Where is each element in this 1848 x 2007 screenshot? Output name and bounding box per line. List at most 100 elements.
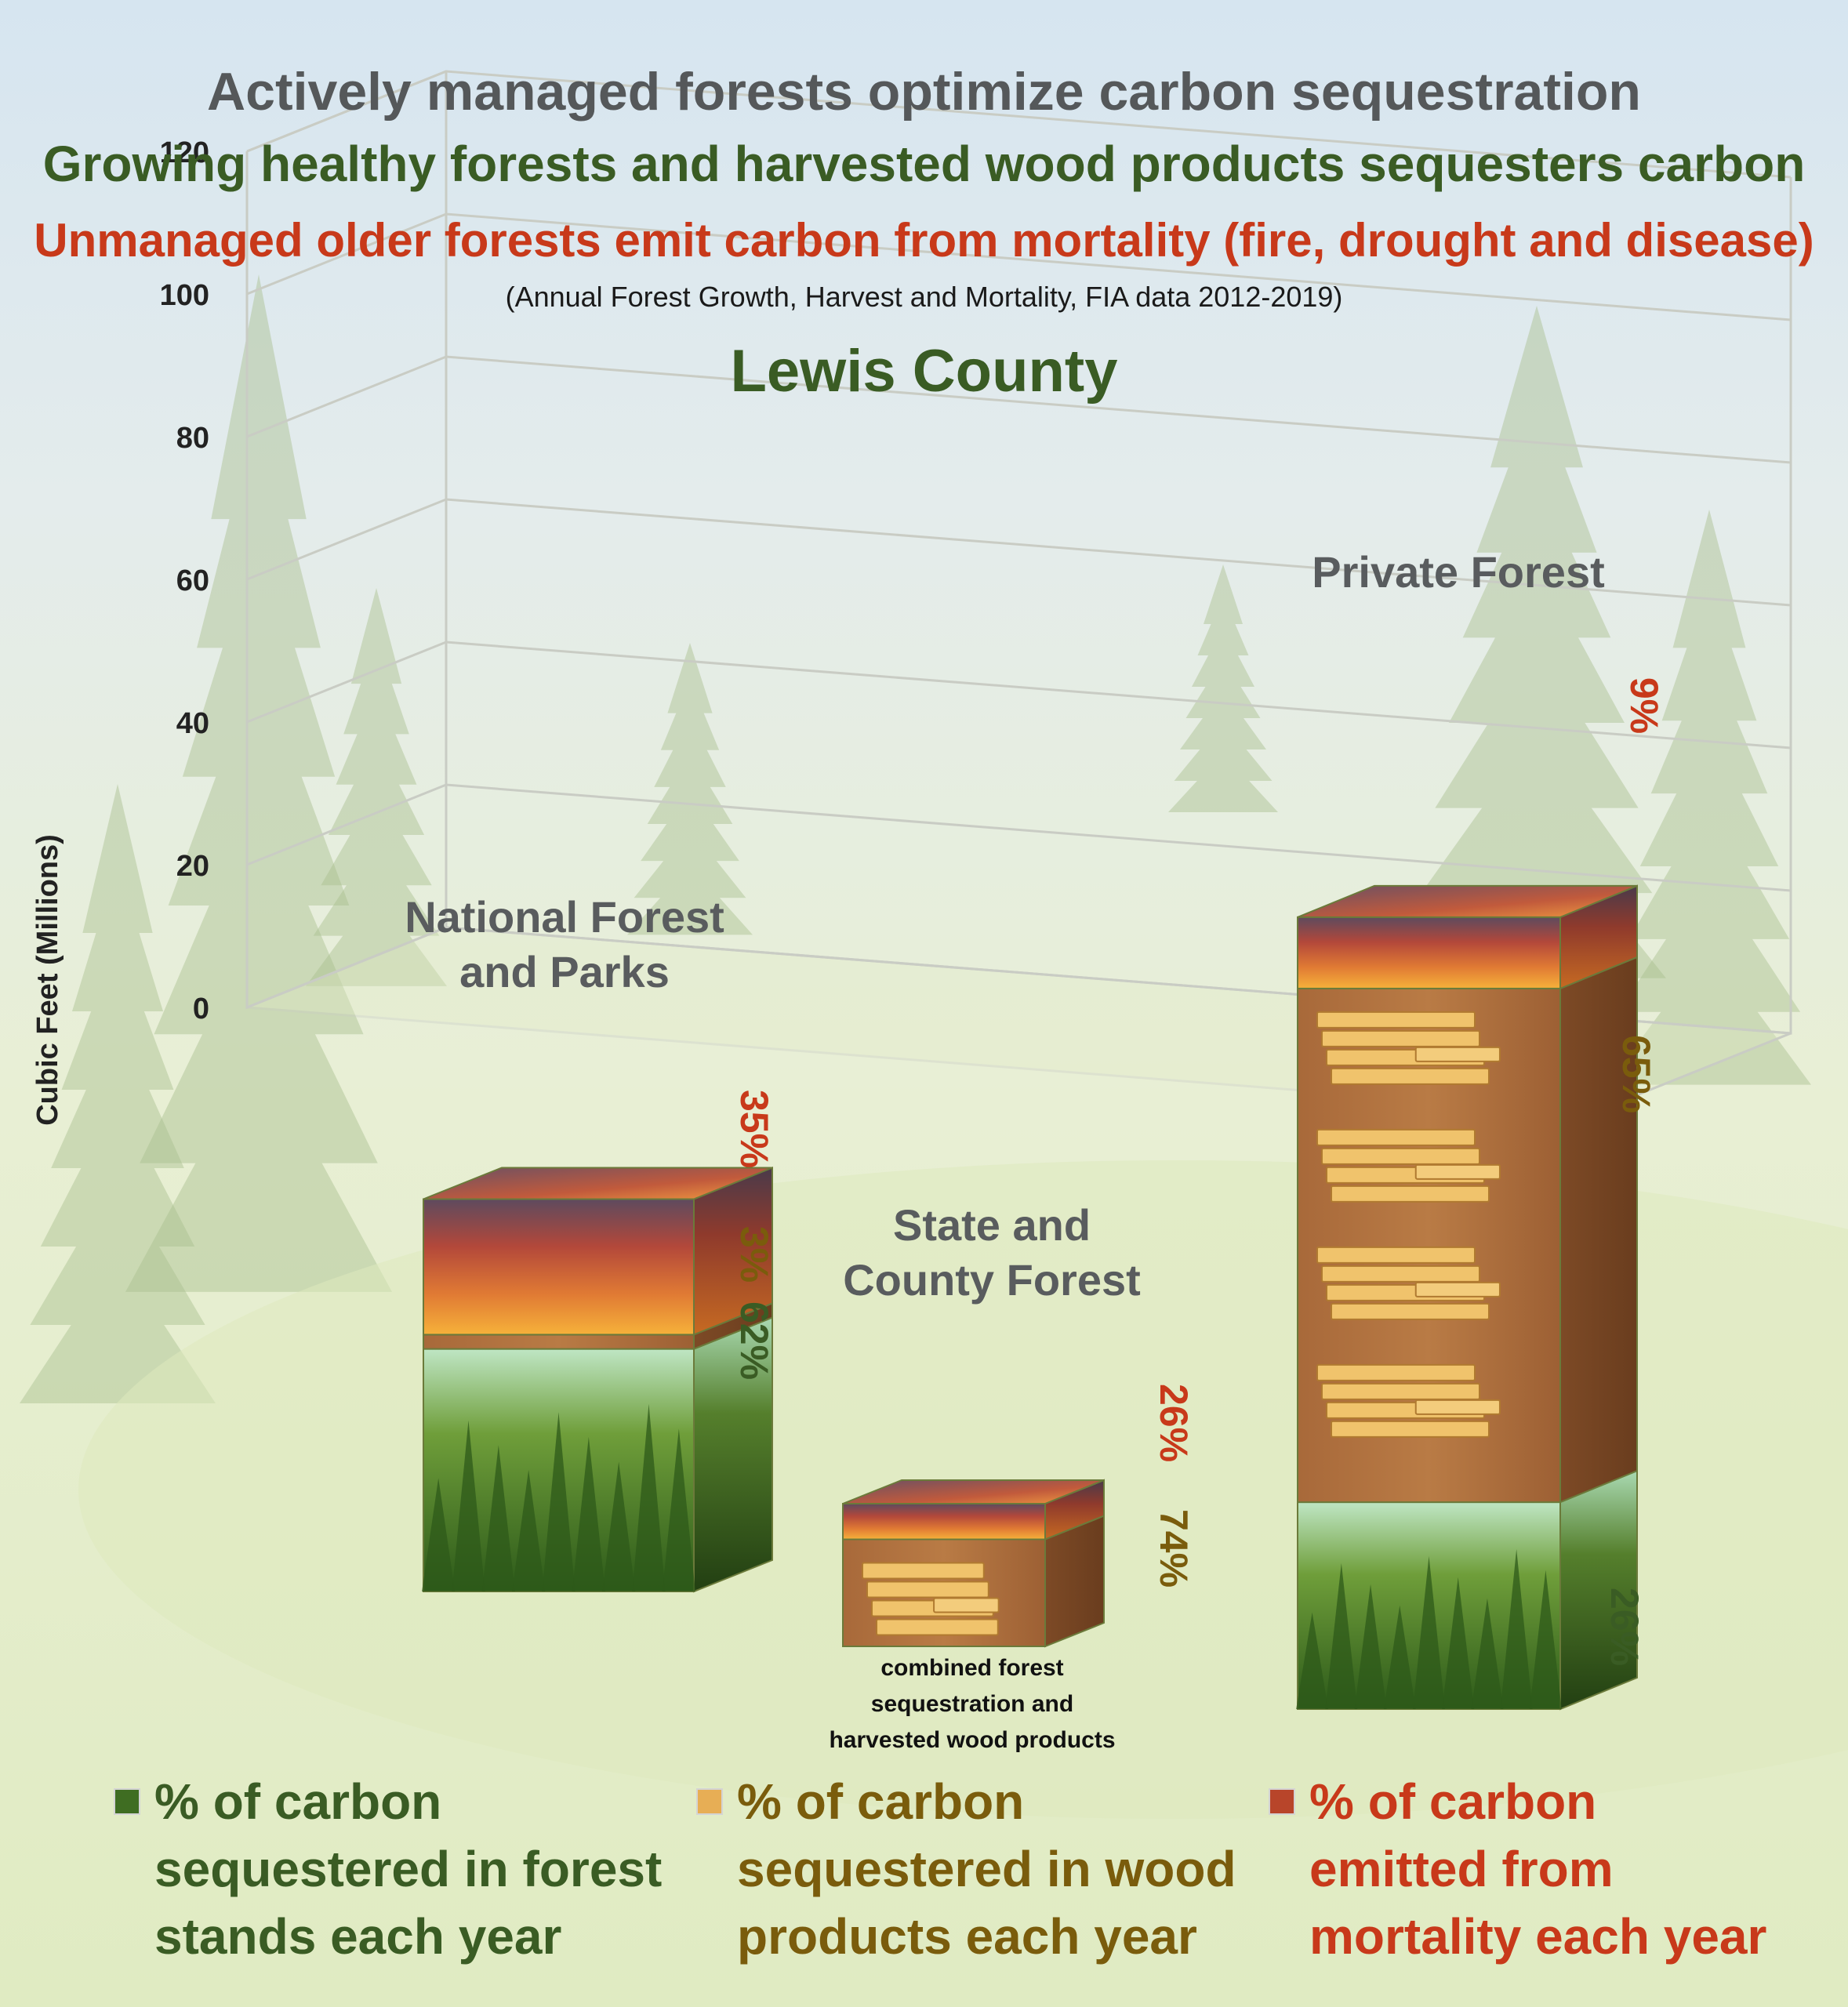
- category-label-line: National Forest: [405, 892, 724, 942]
- grid-line: [246, 783, 1792, 892]
- lumber-plank-icon: [866, 1581, 989, 1599]
- bar-stack: [1296, 884, 1638, 1711]
- background-tree: [125, 274, 392, 1292]
- lumber-plank-icon: [1331, 1302, 1490, 1320]
- legend-line: % of carbon: [737, 1773, 1025, 1830]
- lumber-plank-icon: [1321, 1265, 1480, 1283]
- category-label-national: National Forest and Parks: [345, 890, 784, 1000]
- y-axis-label: Cubic Feet (Millions): [31, 834, 64, 1126]
- percent-label: 26%: [1603, 1588, 1646, 1666]
- bar-top-mortality: [1297, 884, 1638, 918]
- fire-swatch-icon: [1269, 1788, 1295, 1815]
- lumber-plank-icon: [933, 1597, 1000, 1613]
- y-tick-label: 60: [176, 564, 209, 597]
- bar-top-mortality: [842, 1479, 1105, 1504]
- conifer-icon: [1442, 1577, 1475, 1709]
- conifer-icon: [1471, 1598, 1504, 1709]
- conifer-icon: [1529, 1570, 1562, 1709]
- percent-label: 35%: [732, 1090, 776, 1168]
- y-tick-label: 80: [176, 422, 209, 455]
- y-tick-label: 0: [193, 993, 209, 1025]
- legend-line: % of carbon: [154, 1773, 442, 1830]
- percent-label: 3%: [732, 1226, 776, 1283]
- chart-subtitle-red: Unmanaged older forests emit carbon from…: [34, 214, 1814, 267]
- conifer-icon: [632, 1403, 666, 1591]
- background-tree: [1407, 306, 1666, 978]
- conifer-icon: [542, 1412, 575, 1591]
- lumber-plank-icon: [1414, 1163, 1501, 1180]
- lumber-plank-icon: [876, 1618, 999, 1636]
- chart-subtitle-green: Growing healthy forests and harvested wo…: [42, 136, 1806, 192]
- bar-layer: [422, 884, 1638, 1711]
- conifer-icon: [662, 1428, 695, 1591]
- forest-swatch-icon: [114, 1788, 140, 1815]
- conifer-icon: [1325, 1562, 1358, 1709]
- category-label-private: Private Forest: [1223, 545, 1694, 600]
- annotation-line: harvested wood products: [829, 1727, 1116, 1753]
- bar-segment-mortality: [1297, 916, 1561, 989]
- background-tree: [627, 643, 753, 935]
- bar-segment-mortality: [423, 1198, 695, 1336]
- y-tick-label: 40: [176, 707, 209, 740]
- legend-line: sequestered in forest: [154, 1841, 663, 1897]
- percent-label: 62%: [732, 1301, 776, 1380]
- county-title: Lewis County: [730, 338, 1118, 405]
- y-tick-label: 120: [160, 136, 209, 169]
- conifer-icon: [1383, 1605, 1416, 1709]
- annotation-line: sequestration and: [870, 1691, 1074, 1717]
- category-label-line: County Forest: [843, 1255, 1141, 1305]
- category-label-line: State and: [892, 1200, 1091, 1250]
- grid-line: [246, 212, 1792, 321]
- background-tree: [306, 588, 447, 986]
- lumber-plank-icon: [1414, 1281, 1501, 1297]
- grid-line: [246, 355, 1792, 464]
- percent-label: 74%: [1152, 1509, 1196, 1588]
- y-tick-label: 100: [160, 279, 209, 312]
- bar-top-mortality: [423, 1167, 773, 1200]
- y-tick-label: 20: [176, 850, 209, 883]
- lumber-plank-icon: [1331, 1420, 1490, 1438]
- y-axis-ticks: 0 20 40 60 80 100 120: [160, 136, 209, 1025]
- category-label-line: Private Forest: [1312, 547, 1605, 597]
- conifer-icon: [602, 1461, 636, 1591]
- conifer-icon: [572, 1436, 605, 1591]
- percent-label: 65%: [1614, 1035, 1658, 1113]
- legend-line: products each year: [737, 1908, 1197, 1965]
- lumber-plank-icon: [862, 1562, 985, 1580]
- conifer-icon: [512, 1469, 546, 1591]
- conifer-icon: [422, 1478, 456, 1591]
- legend-forest: % of carbon sequestered in forest stands…: [114, 1768, 663, 1970]
- lumber-plank-icon: [1316, 1011, 1476, 1029]
- chart-source-note: (Annual Forest Growth, Harvest and Morta…: [505, 281, 1343, 313]
- conifer-icon: [481, 1445, 515, 1591]
- percent-labels: 62% 3% 35% 74% 26% 26% 65% 9%: [732, 677, 1666, 1666]
- grid-line: [246, 641, 1792, 749]
- chart-title: Actively managed forests optimize carbon…: [207, 62, 1641, 122]
- background-tree: [20, 784, 216, 1403]
- lumber-plank-icon: [1321, 1147, 1480, 1165]
- percent-label: 26%: [1152, 1384, 1196, 1462]
- lumber-swatch-icon: [696, 1788, 723, 1815]
- conifer-icon: [1296, 1612, 1329, 1709]
- lumber-plank-icon: [1414, 1046, 1501, 1062]
- annotation-line: combined forest: [880, 1655, 1064, 1681]
- conifer-icon: [1500, 1548, 1533, 1709]
- legend-wood: % of carbon sequestered in wood products…: [696, 1768, 1236, 1970]
- combined-annotation: combined forest sequestration and harves…: [808, 1650, 1137, 1758]
- bar-stack: [842, 1479, 1105, 1648]
- grid-line: [246, 70, 1792, 179]
- legend-line: sequestered in wood: [737, 1841, 1236, 1897]
- lumber-plank-icon: [1316, 1128, 1476, 1146]
- bar-segment-mortality: [842, 1503, 1046, 1541]
- grid-line: [246, 498, 1792, 607]
- conifer-icon: [452, 1420, 485, 1591]
- legend-line: stands each year: [154, 1908, 562, 1965]
- legend-line: mortality each year: [1309, 1908, 1767, 1965]
- bar-stack: [422, 1167, 773, 1593]
- lumber-plank-icon: [1316, 1246, 1476, 1264]
- category-label-state: State and County Forest: [792, 1198, 1192, 1308]
- category-label-line: and Parks: [459, 947, 670, 996]
- lumber-plank-icon: [1321, 1382, 1480, 1400]
- lumber-plank-icon: [1331, 1185, 1490, 1203]
- lumber-plank-icon: [1316, 1363, 1476, 1381]
